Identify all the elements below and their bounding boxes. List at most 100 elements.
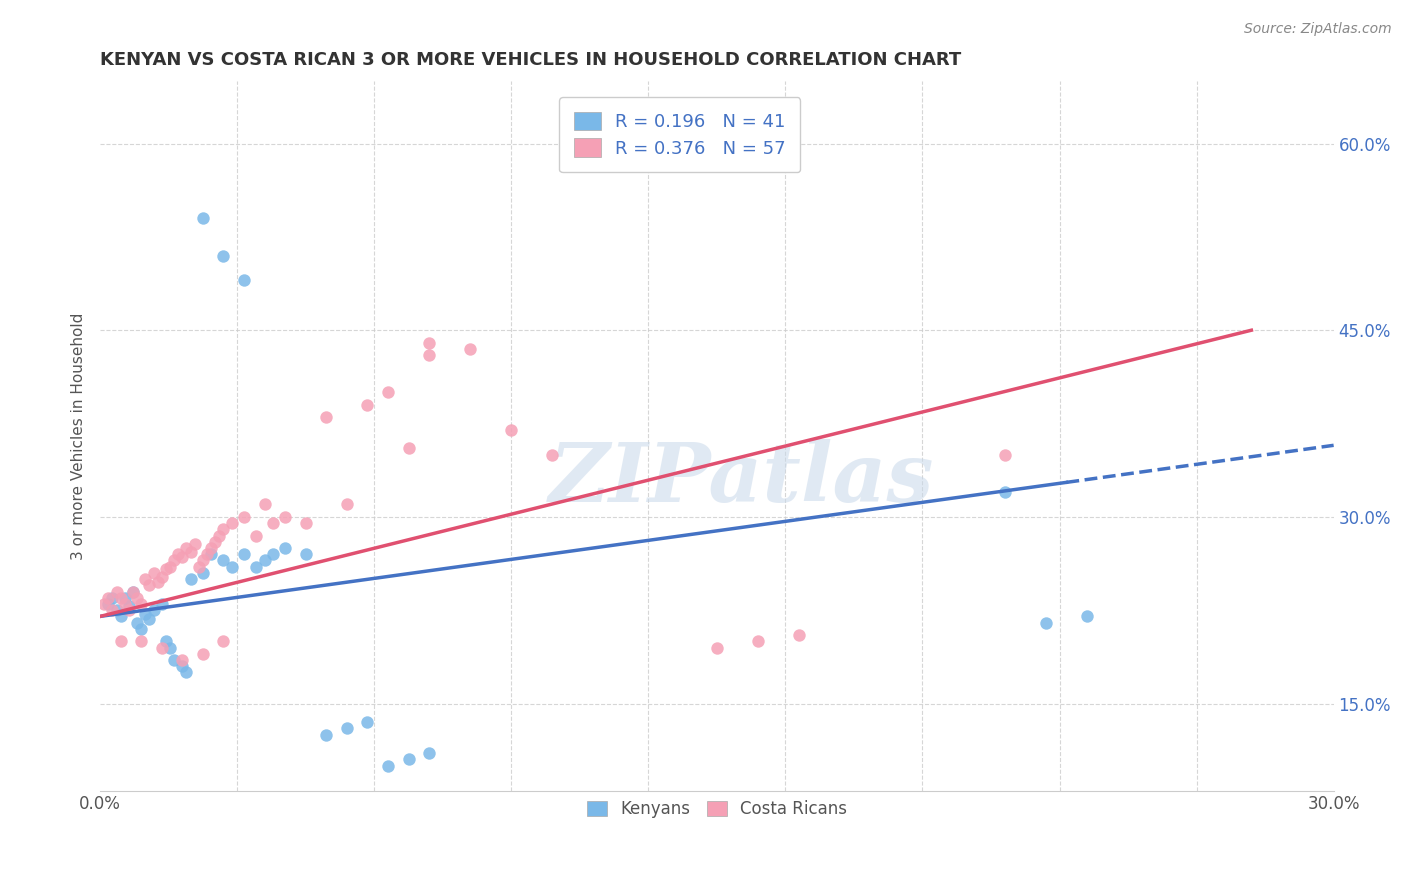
Point (994, 485, 1017, 500)
Point (150, 597, 173, 611)
Point (167, 547, 190, 561)
Point (418, 746, 440, 760)
Point (97, 597, 120, 611)
Point (377, 758, 399, 772)
Point (212, 248, 235, 262)
Point (204, 534, 226, 549)
Point (336, 497, 359, 511)
Text: Source: ZipAtlas.com: Source: ZipAtlas.com (1244, 22, 1392, 37)
Text: KENYAN VS COSTA RICAN 3 OR MORE VEHICLES IN HOUSEHOLD CORRELATION CHART: KENYAN VS COSTA RICAN 3 OR MORE VEHICLES… (100, 51, 962, 69)
Point (233, 273, 256, 287)
Point (176, 541, 198, 555)
Point (994, 448, 1017, 462)
Point (294, 547, 316, 561)
Point (127, 591, 149, 605)
Point (150, 569, 173, 583)
Point (706, 640, 728, 655)
Point (262, 516, 284, 530)
Point (142, 566, 165, 580)
Point (127, 615, 149, 630)
Point (155, 562, 177, 576)
Point (159, 559, 181, 574)
Point (134, 607, 156, 621)
Point (191, 553, 214, 567)
Point (122, 584, 145, 599)
Point (110, 634, 132, 648)
Point (233, 509, 256, 524)
Point (93, 597, 115, 611)
Point (398, 752, 420, 766)
Point (155, 634, 177, 648)
Point (377, 385, 399, 400)
Point (183, 537, 205, 551)
Point (172, 549, 194, 564)
Point (118, 603, 141, 617)
Point (138, 578, 160, 592)
Point (101, 603, 124, 617)
Point (200, 547, 222, 561)
Point (208, 528, 231, 542)
Legend: Kenyans, Costa Ricans: Kenyans, Costa Ricans (581, 794, 853, 825)
Point (191, 211, 214, 226)
Point (253, 553, 276, 567)
Point (172, 659, 194, 673)
Point (142, 603, 165, 617)
Point (458, 342, 481, 356)
Point (1076, 609, 1098, 624)
Point (212, 634, 235, 648)
Point (747, 634, 769, 648)
Point (245, 528, 267, 542)
Point (200, 541, 222, 555)
Point (541, 448, 564, 462)
Point (212, 553, 235, 567)
Point (221, 516, 243, 530)
Point (336, 722, 359, 736)
Point (356, 398, 378, 412)
Point (187, 559, 209, 574)
Point (134, 572, 156, 586)
Point (180, 544, 202, 558)
Point (195, 547, 218, 561)
Point (122, 584, 145, 599)
Point (191, 566, 214, 580)
Point (315, 410, 337, 425)
Point (129, 622, 152, 636)
Point (787, 628, 810, 642)
Point (129, 634, 152, 648)
Text: ZIPatlas: ZIPatlas (548, 439, 935, 518)
Point (146, 574, 169, 589)
Point (418, 335, 440, 350)
Point (110, 591, 132, 605)
Point (118, 599, 141, 614)
Point (159, 640, 181, 655)
Point (114, 591, 136, 605)
Point (176, 665, 198, 680)
Point (110, 609, 132, 624)
Point (150, 640, 173, 655)
Point (191, 647, 214, 661)
Point (172, 653, 194, 667)
Point (245, 559, 267, 574)
Point (262, 547, 284, 561)
Point (233, 547, 256, 561)
Point (138, 612, 160, 626)
Point (315, 728, 337, 742)
Point (180, 572, 202, 586)
Point (129, 597, 152, 611)
Point (294, 516, 316, 530)
Y-axis label: 3 or more Vehicles in Household: 3 or more Vehicles in Household (72, 312, 86, 559)
Point (101, 591, 124, 605)
Point (398, 442, 420, 456)
Point (418, 348, 440, 362)
Point (163, 653, 186, 667)
Point (1035, 615, 1057, 630)
Point (105, 584, 128, 599)
Point (274, 509, 297, 524)
Point (274, 541, 297, 555)
Point (105, 603, 128, 617)
Point (163, 553, 186, 567)
Point (97, 591, 120, 605)
Point (212, 522, 235, 536)
Point (501, 423, 523, 437)
Point (356, 715, 378, 730)
